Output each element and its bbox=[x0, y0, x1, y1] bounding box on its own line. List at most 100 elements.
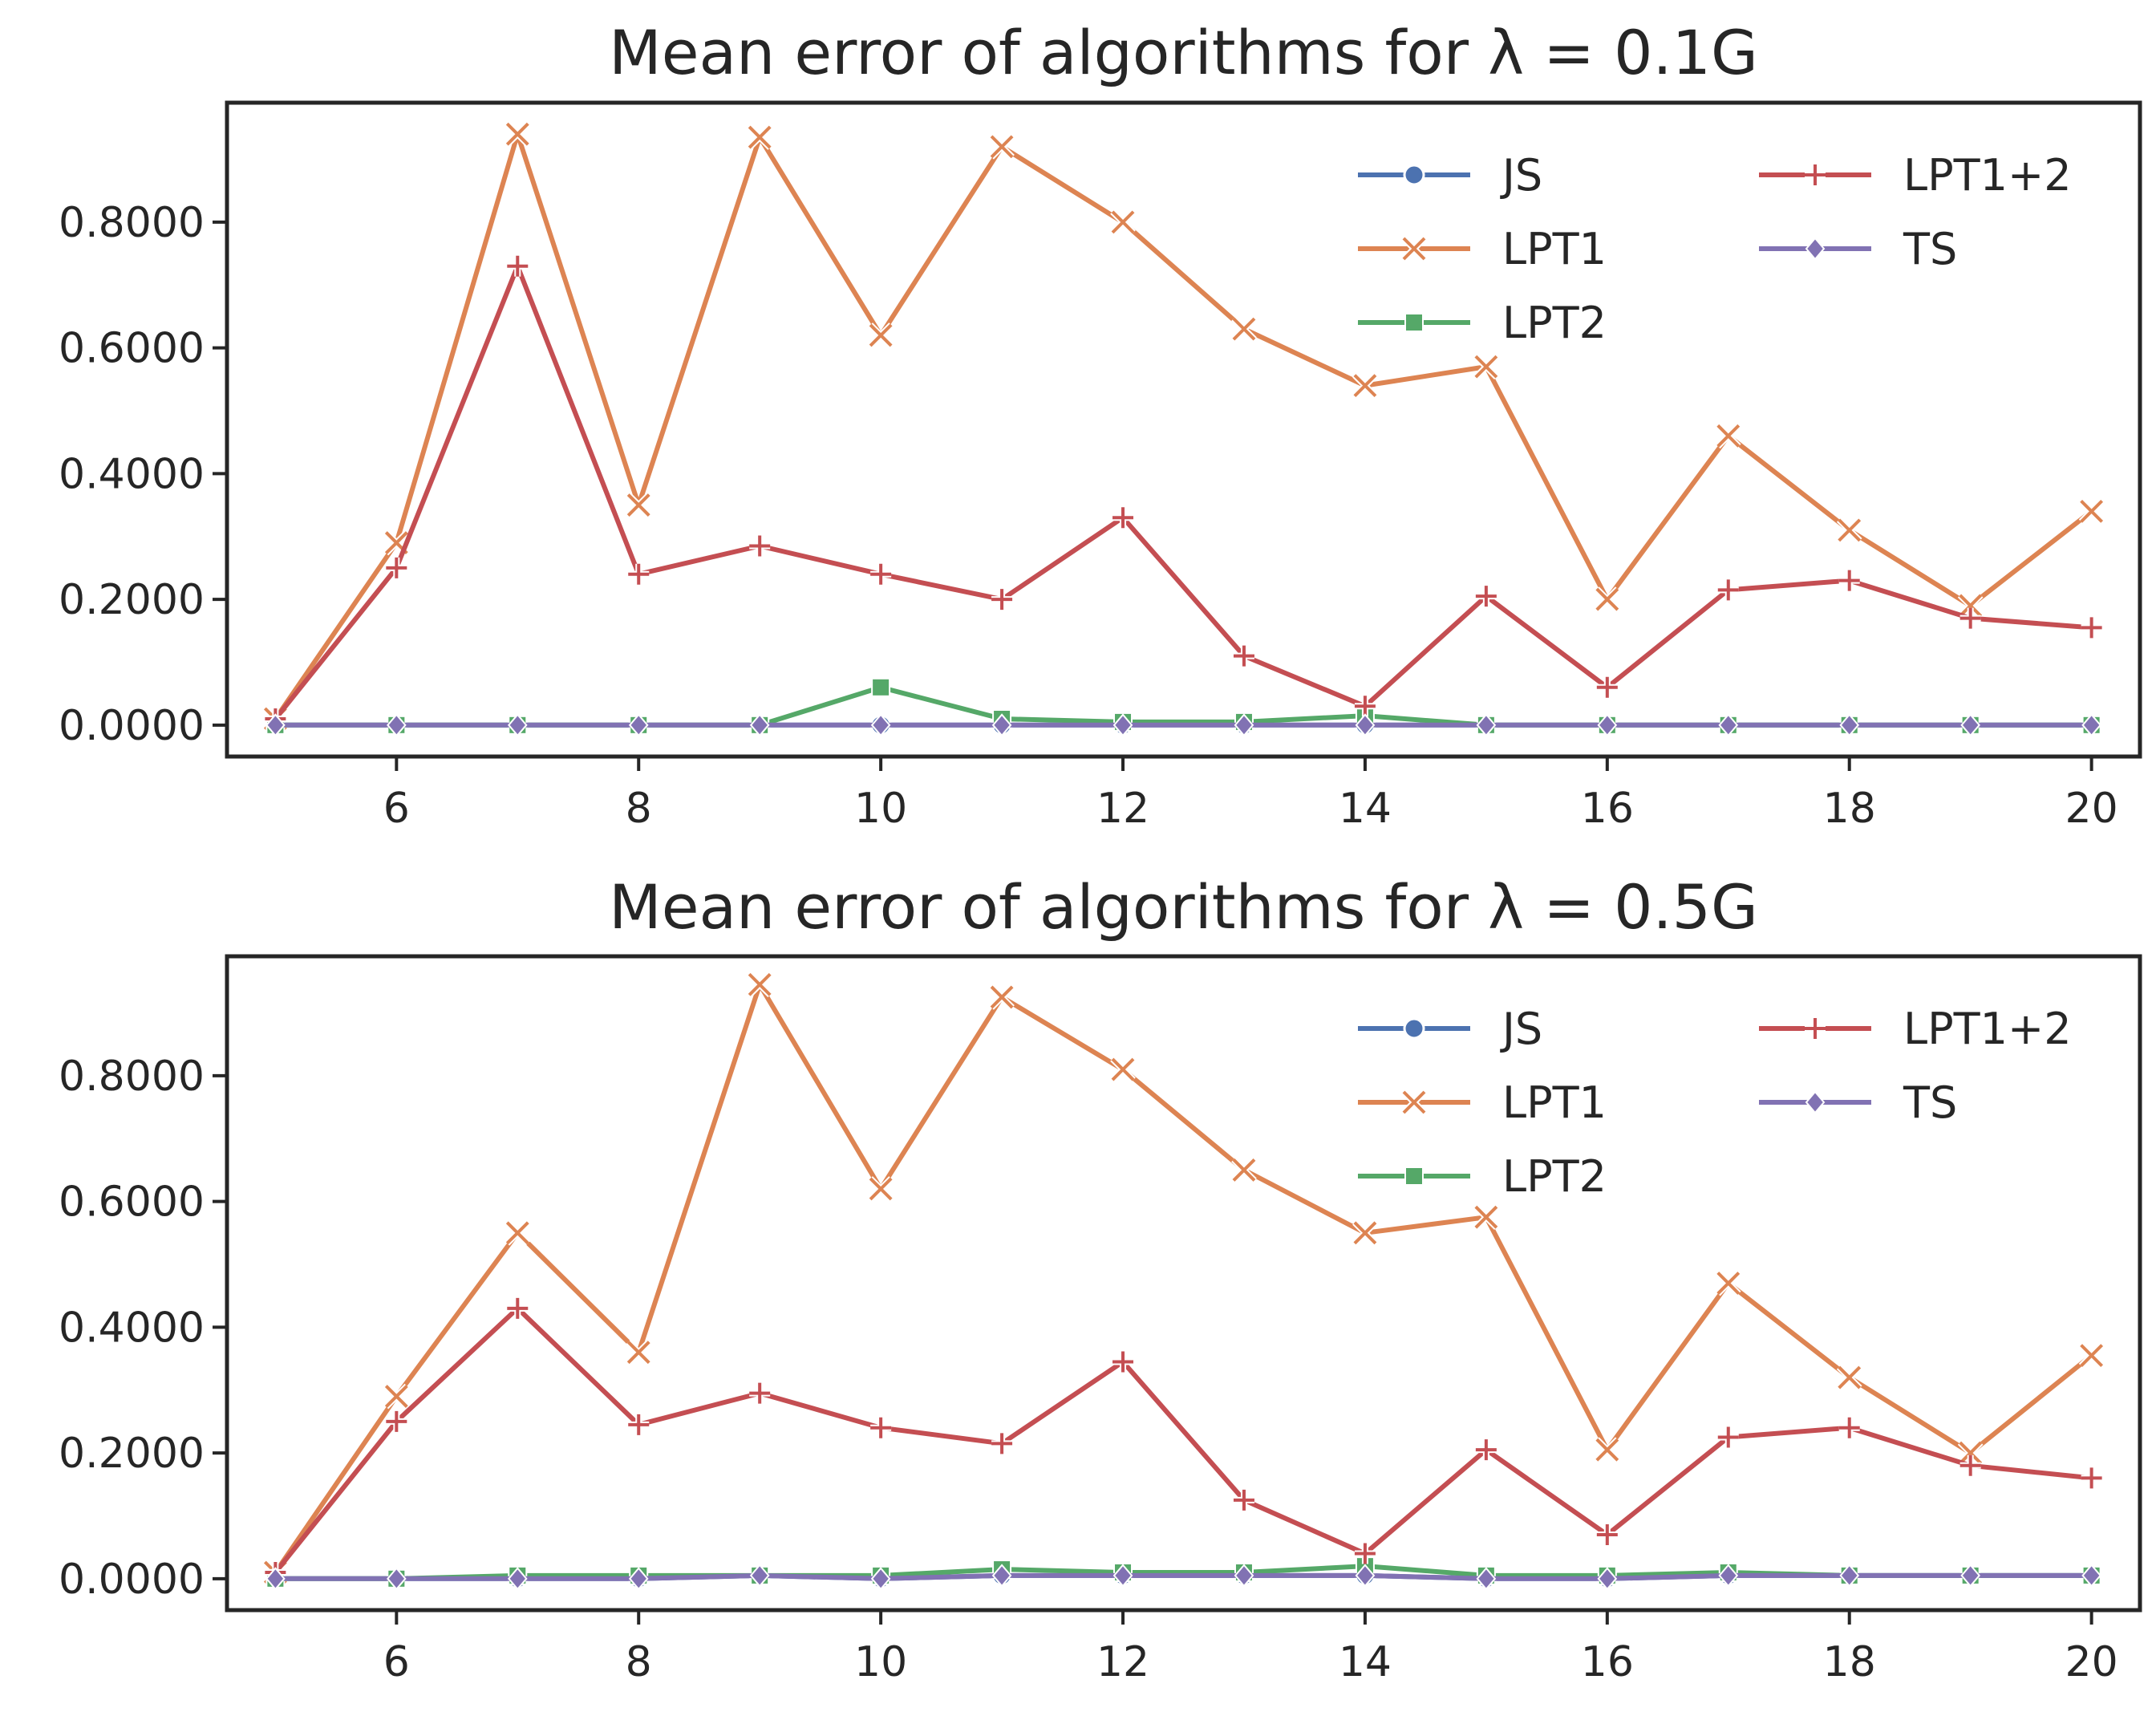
data-point-lpt1plus2 bbox=[991, 589, 1013, 611]
data-point-lpt1plus2 bbox=[1596, 1523, 1618, 1545]
y-tick-label: 0.4000 bbox=[59, 1304, 205, 1352]
x-tick-label: 16 bbox=[1581, 785, 1634, 833]
y-tick-label: 0.0000 bbox=[59, 1556, 205, 1604]
y-tick-label: 0.6000 bbox=[59, 325, 205, 373]
y-tick-label: 0.8000 bbox=[59, 199, 205, 247]
data-point-lpt1 bbox=[1232, 1158, 1256, 1182]
chart-bottom: Mean error of algorithms for λ = 0.5G 0.0… bbox=[59, 871, 2142, 1686]
legend-label-lpt1: LPT1 bbox=[1502, 1077, 1607, 1128]
data-point-ts bbox=[870, 713, 891, 737]
data-point-ts bbox=[991, 713, 1012, 737]
legend-marker-ts bbox=[1805, 237, 1826, 261]
series-line-lpt1 bbox=[273, 132, 2093, 720]
legend-label-lpt1plus2: LPT1+2 bbox=[1903, 1004, 2072, 1054]
data-point-lpt1plus2 bbox=[386, 557, 407, 578]
data-point-ts bbox=[387, 713, 407, 737]
data-point-lpt1 bbox=[1959, 1441, 1983, 1465]
data-point-ts bbox=[749, 1564, 770, 1588]
data-point-ts bbox=[1839, 713, 1860, 737]
x-tick-label: 10 bbox=[854, 1638, 907, 1686]
y-tick-label: 0.2000 bbox=[59, 576, 205, 624]
x-tick-label: 12 bbox=[1096, 1638, 1149, 1686]
x-tick-label: 14 bbox=[1339, 785, 1392, 833]
data-point-lpt1plus2 bbox=[1717, 579, 1739, 601]
x-tick-label: 14 bbox=[1339, 1638, 1392, 1686]
data-point-lpt1 bbox=[869, 1177, 893, 1201]
series-line-ts bbox=[275, 1572, 2092, 1581]
data-point-ts bbox=[870, 1567, 891, 1591]
x-tick-label: 8 bbox=[626, 785, 652, 833]
series-line-lpt1plus2 bbox=[274, 263, 2092, 720]
legend-marker-js bbox=[1403, 164, 1425, 186]
legend-label-lpt2: LPT2 bbox=[1502, 298, 1607, 348]
data-point-ts bbox=[265, 713, 286, 737]
data-point-lpt1 bbox=[1716, 1272, 1741, 1295]
data-point-lpt1 bbox=[1353, 374, 1377, 398]
plot-frame bbox=[225, 100, 2142, 759]
data-point-lpt1 bbox=[626, 493, 650, 517]
data-point-lpt1 bbox=[505, 122, 529, 146]
data-point-lpt1plus2 bbox=[1354, 1543, 1376, 1564]
data-point-lpt1 bbox=[1959, 594, 1983, 618]
data-point-lpt1plus2 bbox=[1959, 607, 1981, 629]
legend-marker-js bbox=[1403, 1017, 1425, 1040]
data-point-lpt1plus2 bbox=[1354, 696, 1376, 717]
data-point-lpt1plus2 bbox=[1475, 586, 1497, 607]
legend-marker-lpt1 bbox=[1402, 237, 1426, 261]
x-tick-label: 12 bbox=[1096, 785, 1149, 833]
data-point-lpt1plus2 bbox=[2081, 1467, 2102, 1489]
data-point-lpt1plus2 bbox=[1596, 676, 1618, 698]
data-point-lpt1plus2 bbox=[1475, 1439, 1497, 1461]
data-point-lpt1plus2 bbox=[991, 1433, 1013, 1454]
data-point-lpt1 bbox=[990, 135, 1014, 159]
data-point-ts bbox=[2081, 1564, 2101, 1588]
legend-label-lpt2: LPT2 bbox=[1502, 1151, 1607, 1202]
data-point-ts bbox=[1718, 713, 1739, 737]
legend-marker-lpt2 bbox=[1404, 313, 1424, 332]
y-tick-label: 0.0000 bbox=[59, 702, 205, 750]
data-point-ts bbox=[1597, 1567, 1618, 1591]
chart-title: Mean error of algorithms for λ = 0.5G bbox=[609, 871, 1758, 943]
data-point-lpt1plus2 bbox=[870, 563, 892, 585]
x-tick-label: 18 bbox=[1823, 785, 1876, 833]
legend-label-ts: TS bbox=[1903, 1077, 1957, 1128]
data-point-lpt2 bbox=[871, 677, 891, 697]
data-point-lpt1plus2 bbox=[1959, 1454, 1981, 1476]
y-tick-label: 0.8000 bbox=[59, 1053, 205, 1101]
data-point-ts bbox=[1960, 713, 1980, 737]
data-point-lpt1 bbox=[748, 972, 772, 996]
chart-title: Mean error of algorithms for λ = 0.1G bbox=[609, 17, 1758, 88]
data-point-lpt1plus2 bbox=[1838, 570, 1860, 591]
data-point-lpt1 bbox=[384, 1385, 408, 1408]
data-point-ts bbox=[265, 1567, 286, 1591]
data-point-lpt1 bbox=[748, 125, 772, 149]
legend-label-js: JS bbox=[1500, 1004, 1542, 1054]
data-point-ts bbox=[1234, 713, 1254, 737]
legend-label-lpt1plus2: LPT1+2 bbox=[1903, 150, 2072, 201]
data-point-ts bbox=[1476, 1567, 1497, 1591]
data-point-lpt1 bbox=[1353, 1221, 1377, 1245]
data-point-ts bbox=[2081, 713, 2101, 737]
y-tick-label: 0.6000 bbox=[59, 1179, 205, 1227]
chart-top: Mean error of algorithms for λ = 0.1G 0.0… bbox=[59, 17, 2142, 833]
x-tick-label: 20 bbox=[2065, 1638, 2118, 1686]
data-point-lpt1plus2 bbox=[1717, 1426, 1739, 1448]
legend-label-js: JS bbox=[1500, 150, 1542, 201]
data-point-lpt1 bbox=[2080, 499, 2104, 523]
data-point-ts bbox=[507, 1567, 528, 1591]
x-tick-label: 6 bbox=[383, 785, 410, 833]
data-point-ts bbox=[1718, 1564, 1739, 1588]
data-point-lpt1 bbox=[505, 1221, 529, 1245]
data-point-lpt1plus2 bbox=[1233, 1489, 1254, 1511]
data-point-lpt1 bbox=[1474, 1205, 1498, 1229]
data-point-lpt1 bbox=[1232, 317, 1256, 341]
data-point-lpt1plus2 bbox=[749, 535, 771, 557]
data-point-lpt1plus2 bbox=[2081, 617, 2102, 639]
data-point-lpt1plus2 bbox=[1112, 1351, 1134, 1373]
series-line-lpt1plus2 bbox=[274, 1305, 2092, 1574]
data-point-lpt1 bbox=[1595, 1438, 1619, 1462]
data-point-ts bbox=[507, 713, 528, 737]
series-line-lpt1 bbox=[273, 982, 2093, 1574]
data-point-ts bbox=[628, 713, 649, 737]
